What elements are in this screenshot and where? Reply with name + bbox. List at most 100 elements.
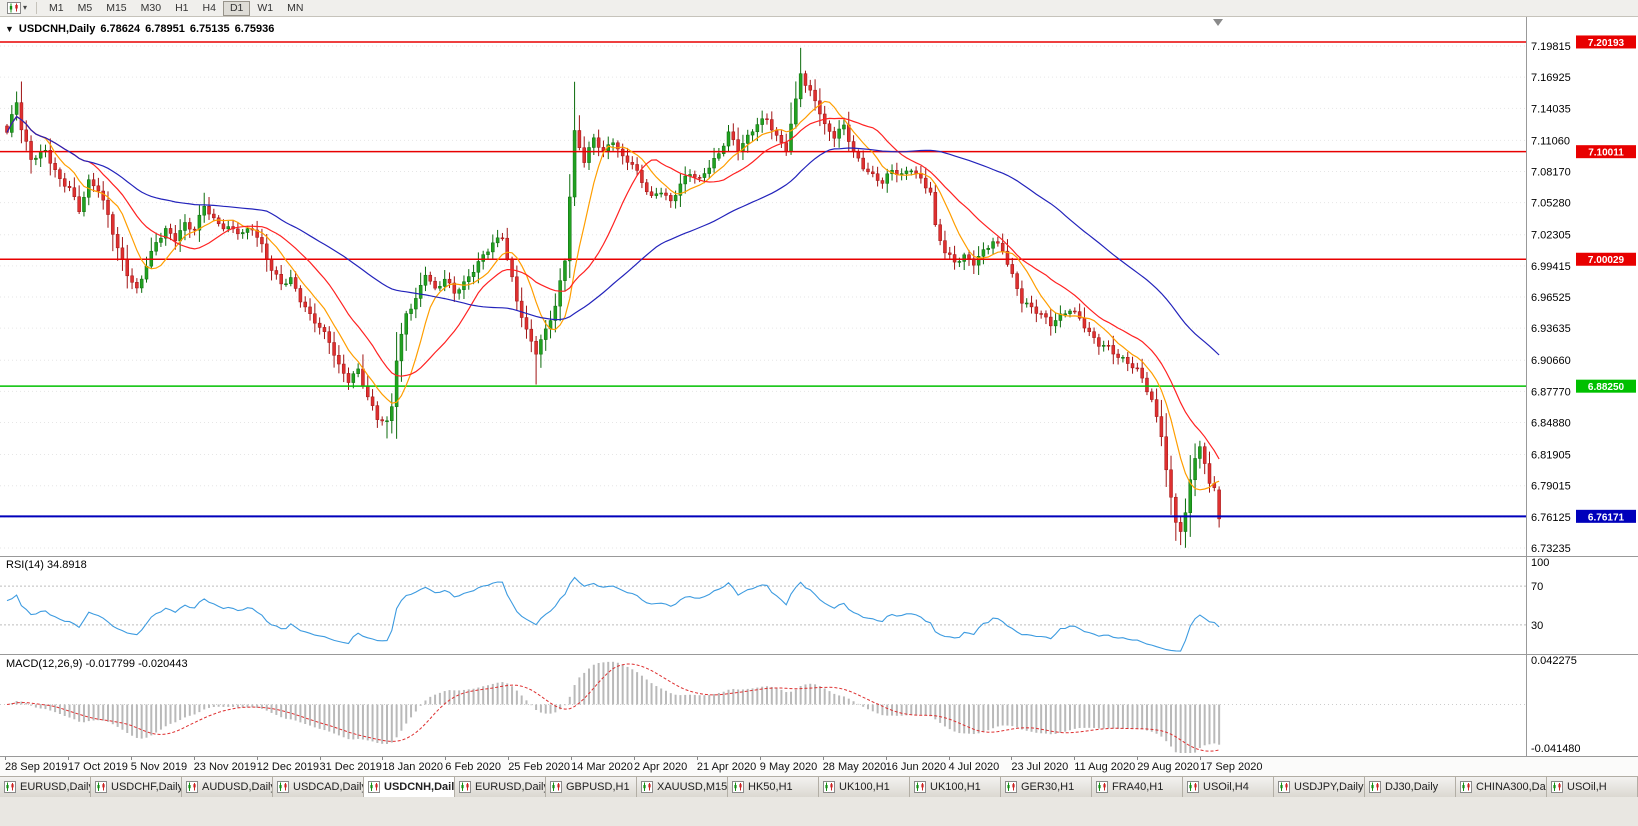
timeframe-button-h1[interactable]: H1 xyxy=(168,1,195,16)
price-line-badge xyxy=(1576,145,1636,159)
price-line-badge-label: 6.76171 xyxy=(1588,512,1625,523)
window-tab-eurusd-daily[interactable]: EURUSD,Daily xyxy=(0,777,91,797)
date-label: 28 May 2020 xyxy=(822,757,887,773)
y-axis-label: 6.87770 xyxy=(1531,386,1571,398)
tab-label: USDCHF,Daily xyxy=(111,781,182,793)
timeframe-toolbar: ▾ M1 M5 M15 M30 H1 H4 D1 W1 MN xyxy=(0,0,1638,17)
window-tab-usdchf-daily[interactable]: USDCHF,Daily xyxy=(91,777,182,797)
window-tab-gbpusd-h1[interactable]: GBPUSD,H1 xyxy=(546,777,637,797)
date-label: 28 Sep 2019 xyxy=(5,757,68,773)
date-label: 21 Apr 2020 xyxy=(696,757,757,773)
macd-indicator-label[interactable]: MACD(12,26,9) -0.017799 -0.020443 xyxy=(6,658,188,670)
timeframe-button-mn[interactable]: MN xyxy=(280,1,310,16)
tab-label: HK50,H1 xyxy=(748,781,793,793)
one-click-trading-icon[interactable]: ▼ xyxy=(5,24,14,34)
moving-average-55 xyxy=(6,115,1220,356)
chart-tab-icon xyxy=(550,781,562,793)
window-tab-ger30-h1[interactable]: GER30,H1 xyxy=(1001,777,1092,797)
moving-average-8 xyxy=(6,100,1220,491)
window-tab-usoil-h4[interactable]: USOil,H4 xyxy=(1183,777,1274,797)
y-axis-label: 7.05280 xyxy=(1531,198,1571,210)
window-tab-usdcnh-daily[interactable]: USDCNH,Daily xyxy=(364,777,455,797)
y-axis-label: 7.11060 xyxy=(1531,135,1570,147)
date-label: 6 Feb 2020 xyxy=(445,757,501,773)
tab-label: UK100,H1 xyxy=(839,781,890,793)
toolbar-separator xyxy=(36,2,38,14)
tab-label: USOil,H xyxy=(1567,781,1607,793)
chart-tab-icon xyxy=(732,781,744,793)
tab-label: EURUSD,Daily xyxy=(475,781,546,793)
rsi-line xyxy=(6,576,1220,652)
y-axis-label: 6.81905 xyxy=(1531,450,1571,462)
chart-tab-icon xyxy=(95,781,107,793)
y-axis-label: 6.99415 xyxy=(1531,261,1571,273)
price-line-badge xyxy=(1576,509,1636,523)
tab-label: USOil,H4 xyxy=(1203,781,1249,793)
window-tab-usdjpy-daily[interactable]: USDJPY,Daily xyxy=(1274,777,1365,797)
tab-label: USDCNH,Daily xyxy=(384,781,455,793)
date-label: 16 Jun 2020 xyxy=(885,757,947,773)
date-label: 5 Nov 2019 xyxy=(130,757,188,773)
timeframe-button-m30[interactable]: M30 xyxy=(134,1,168,16)
window-tab-usdcad-daily[interactable]: USDCAD,Daily xyxy=(273,777,364,797)
window-tab-fra40-h1[interactable]: FRA40,H1 xyxy=(1092,777,1183,797)
chart-tab-icon xyxy=(4,781,16,793)
window-tab-usoil-h[interactable]: USOil,H xyxy=(1547,777,1638,797)
date-label: 11 Aug 2020 xyxy=(1074,757,1136,773)
y-axis-label: 6.96525 xyxy=(1531,292,1571,304)
date-label: 9 May 2020 xyxy=(759,757,818,773)
tab-label: USDCAD,Daily xyxy=(293,781,364,793)
window-tab-eurusd-daily[interactable]: EURUSD,Daily xyxy=(455,777,546,797)
y-axis-label: 7.08170 xyxy=(1531,167,1571,179)
price-line-badge-label: 7.20193 xyxy=(1588,38,1625,49)
y-axis-label: 7.14035 xyxy=(1531,103,1571,115)
chart-shift-marker[interactable] xyxy=(1213,19,1223,26)
window-tab-uk100-h1[interactable]: UK100,H1 xyxy=(819,777,910,797)
window-tab-uk100-h1[interactable]: UK100,H1 xyxy=(910,777,1001,797)
tab-label: CHINA300,Daily xyxy=(1476,781,1546,793)
macd-pane: 0.042275 -0.041480 xyxy=(0,655,1581,755)
timeframe-button-d1[interactable]: D1 xyxy=(222,0,251,16)
date-label: 14 Mar 2020 xyxy=(571,757,633,773)
chart-tab-icon xyxy=(1187,781,1199,793)
rsi-level-label: 70 xyxy=(1531,581,1543,593)
y-axis-label: 6.73235 xyxy=(1531,543,1571,555)
y-axis-label: 6.90660 xyxy=(1531,355,1571,367)
y-axis-label: 6.79015 xyxy=(1531,481,1571,493)
price-line-badge-label: 6.88250 xyxy=(1588,382,1625,393)
price-chart[interactable]: 7.19815 7.16925 7.14035 7.11060 7.08170 7.052… xyxy=(0,17,1638,756)
timeframe-button-m1[interactable]: M1 xyxy=(42,1,71,16)
window-tab-dj30-daily[interactable]: DJ30,Daily xyxy=(1365,777,1456,797)
tab-label: EURUSD,Daily xyxy=(20,781,91,793)
time-scale[interactable]: 28 Sep 2019 17 Oct 2019 5 Nov 2019 23 Nov 2… xyxy=(0,756,1638,776)
chart-tab-icon xyxy=(277,781,289,793)
window-tab-xauusd-m15[interactable]: XAUUSD,M15 xyxy=(637,777,728,797)
window-tab-hk50-h1[interactable]: HK50,H1 xyxy=(728,777,819,797)
chart-tab-icon xyxy=(914,781,926,793)
rsi-pane: 100 70 30 xyxy=(0,557,1549,652)
chart-tab-icon xyxy=(1551,781,1563,793)
tab-label: GER30,H1 xyxy=(1021,781,1075,793)
price-line-badge xyxy=(1576,379,1636,393)
ohlc-high: 6.78951 xyxy=(145,23,185,35)
timeframe-button-m15[interactable]: M15 xyxy=(99,1,133,16)
timeframe-button-m5[interactable]: M5 xyxy=(71,1,100,16)
window-tab-audusd-daily[interactable]: AUDUSD,Daily xyxy=(182,777,273,797)
window-bottom-strip xyxy=(0,797,1638,826)
chart-tab-icon xyxy=(368,781,380,793)
chart-tab-icon xyxy=(459,781,471,793)
timeframe-button-h4[interactable]: H4 xyxy=(196,1,223,16)
chart-tab-icon xyxy=(1369,781,1381,793)
tab-label: DJ30,Daily xyxy=(1385,781,1439,793)
window-tab-china300-daily[interactable]: CHINA300,Daily xyxy=(1456,777,1547,797)
chart-symbol-label: USDCNH,Daily xyxy=(18,23,96,35)
y-axis-label: 7.19815 xyxy=(1531,41,1571,53)
timeframe-button-w1[interactable]: W1 xyxy=(250,1,280,16)
date-label: 23 Jul 2020 xyxy=(1011,757,1069,773)
chart-type-button[interactable]: ▾ xyxy=(3,1,31,16)
macd-signal-line xyxy=(6,663,1220,752)
chart-tab-icon xyxy=(1460,781,1472,793)
rsi-indicator-label[interactable]: RSI(14) 34.8918 xyxy=(6,559,87,571)
date-label: 29 Aug 2020 xyxy=(1137,757,1199,773)
tab-label: XAUUSD,M15 xyxy=(657,781,728,793)
